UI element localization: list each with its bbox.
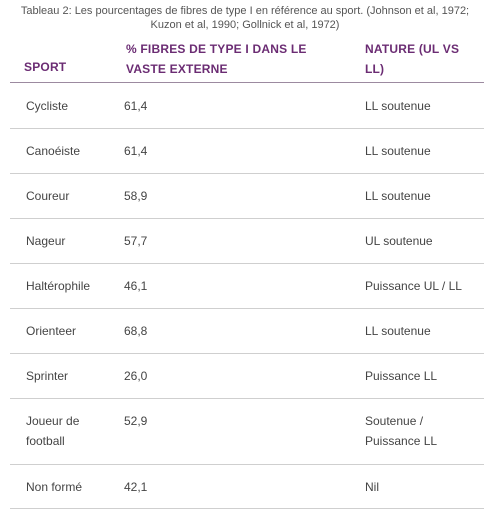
column-header-nature: NATURE (UL VS LL) xyxy=(365,42,460,76)
cell-percentage: 68,8 xyxy=(124,324,148,338)
cell-nature: LL soutenue xyxy=(365,99,431,113)
row-divider xyxy=(10,398,484,399)
cell-sport: Non formé xyxy=(26,480,83,494)
header-divider xyxy=(10,82,484,83)
cell-sport: Cycliste xyxy=(26,99,69,113)
cell-sport: Haltérophile xyxy=(26,279,91,293)
row-divider xyxy=(10,173,484,174)
cell-nature: UL soutenue xyxy=(365,234,433,248)
row-divider xyxy=(10,218,484,219)
cell-percentage: 46,1 xyxy=(124,279,148,293)
cell-sport: Coureur xyxy=(26,189,70,203)
row-divider xyxy=(10,308,484,309)
cell-nature: LL soutenue xyxy=(365,144,431,158)
row-divider xyxy=(10,464,484,465)
cell-percentage: 52,9 xyxy=(124,414,148,428)
table-caption: Tableau 2: Les pourcentages de fibres de… xyxy=(20,5,470,31)
row-divider xyxy=(10,263,484,264)
cell-nature: Soutenue / Puissance LL xyxy=(365,414,438,448)
cell-sport: Joueur de football xyxy=(26,414,80,448)
column-header-percentage: % FIBRES DE TYPE I DANS LE VASTE EXTERNE xyxy=(126,42,307,76)
cell-nature: LL soutenue xyxy=(365,324,431,338)
cell-percentage: 61,4 xyxy=(124,99,148,113)
cell-sport: Canoéiste xyxy=(26,144,81,158)
column-header-sport: SPORT xyxy=(24,60,67,74)
cell-percentage: 26,0 xyxy=(124,369,148,383)
cell-percentage: 42,1 xyxy=(124,480,148,494)
cell-nature: Puissance LL xyxy=(365,369,438,383)
cell-sport: Nageur xyxy=(26,234,66,248)
row-divider xyxy=(10,508,484,509)
row-divider xyxy=(10,128,484,129)
cell-sport: Orienteer xyxy=(26,324,77,338)
cell-percentage: 61,4 xyxy=(124,144,148,158)
row-divider xyxy=(10,353,484,354)
cell-sport: Sprinter xyxy=(26,369,69,383)
cell-nature: LL soutenue xyxy=(365,189,431,203)
cell-percentage: 57,7 xyxy=(124,234,148,248)
cell-nature: Nil xyxy=(365,480,379,494)
cell-nature: Puissance UL / LL xyxy=(365,279,462,293)
cell-percentage: 58,9 xyxy=(124,189,148,203)
